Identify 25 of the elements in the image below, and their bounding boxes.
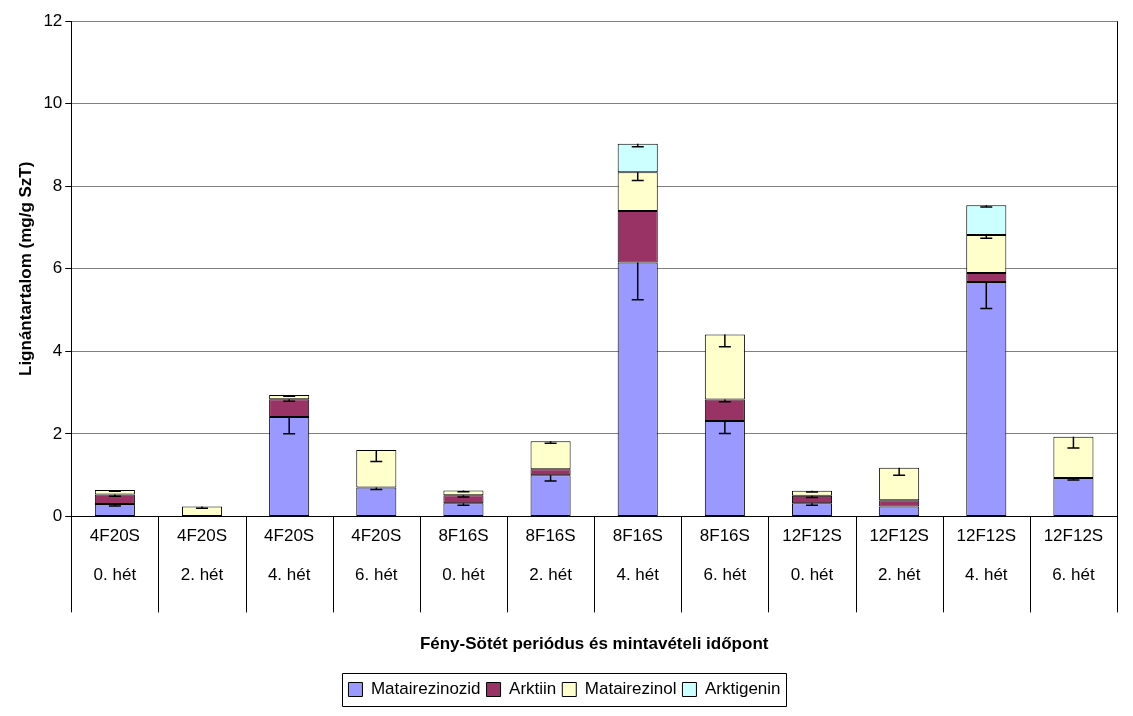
x-tick-label: 4F20S 2. hét xyxy=(176,525,228,584)
y-tick-label: 6 xyxy=(52,258,63,278)
y-tick-label: 10 xyxy=(43,93,63,113)
x-tick-label: 12F12S 4. hét xyxy=(956,525,1017,584)
legend-label: Matairezinozid xyxy=(370,679,481,699)
x-tick-label: 12F12S 6. hét xyxy=(1043,525,1104,584)
x-tick-label: 12F12S 2. hét xyxy=(869,525,929,584)
legend-label: Arktigenin xyxy=(704,679,781,699)
y-axis-title: Lignántartalom (mg/g SzT) xyxy=(15,161,35,376)
x-tick-label: 4F20S 0. hét xyxy=(89,525,140,584)
y-tick-label: 12 xyxy=(43,10,63,30)
x-tick-label: 8F16S 4. hét xyxy=(612,525,663,584)
x-tick-label: 4F20S 6. hét xyxy=(351,525,402,584)
x-tick-label: 12F12S 0. hét xyxy=(782,525,842,584)
y-tick-label: 4 xyxy=(52,341,63,361)
x-tick-label: 8F16S 6. hét xyxy=(699,525,750,584)
legend-label: Matairezinol xyxy=(584,679,677,699)
y-tick-label: 2 xyxy=(52,423,63,443)
y-tick-label: 8 xyxy=(52,175,63,195)
legend-label: Arktiin xyxy=(509,679,557,699)
x-tick-label: 8F16S 2. hét xyxy=(525,525,576,584)
x-tick-label: 4F20S 4. hét xyxy=(264,525,315,584)
y-tick-label: 0 xyxy=(52,506,63,526)
x-tick-label: 8F16S 0. hét xyxy=(438,525,489,584)
x-axis-title: Fény-Sötét periódus és mintavételi időpont xyxy=(419,634,769,654)
